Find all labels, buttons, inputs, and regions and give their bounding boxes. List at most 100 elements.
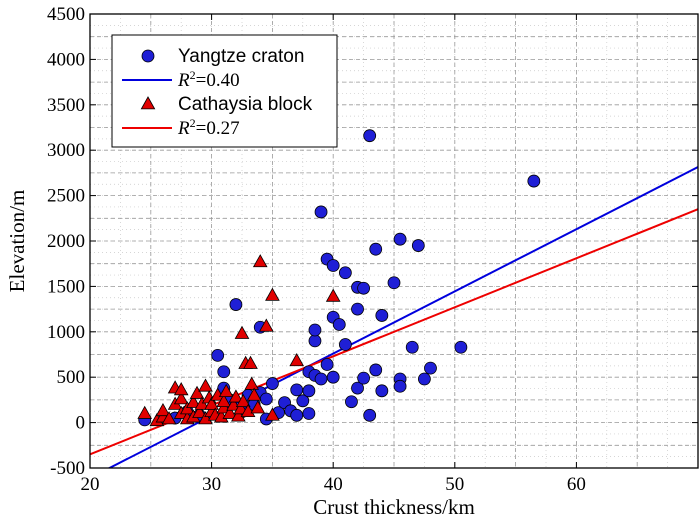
point-cathaysia xyxy=(243,355,258,369)
r-symbol: R xyxy=(177,118,190,139)
x-tick-label: 30 xyxy=(202,474,221,495)
point-cathaysia xyxy=(246,387,262,401)
point-yangtze xyxy=(259,392,273,406)
point-yangtze xyxy=(320,358,334,371)
legend: Yangtze craton R2=0.40 Cathaysia block R… xyxy=(111,34,338,148)
point-cathaysia xyxy=(234,325,250,339)
point-cathaysia xyxy=(250,400,266,414)
x-tick-label: 60 xyxy=(567,474,586,495)
legend-label-cathaysia: Cathaysia block xyxy=(178,94,313,115)
point-cathaysia xyxy=(194,396,210,410)
point-yangtze xyxy=(357,371,371,385)
point-yangtze xyxy=(296,394,310,408)
point-cathaysia xyxy=(198,378,213,392)
y-tick-label: 1000 xyxy=(47,322,85,343)
y-tick-label: -500 xyxy=(50,458,85,479)
legend-marker-triangle xyxy=(140,96,156,110)
point-yangtze xyxy=(375,384,389,398)
point-cathaysia xyxy=(235,393,251,408)
point-cathaysia xyxy=(161,411,177,425)
y-tick-label: 0 xyxy=(76,413,86,434)
point-cathaysia xyxy=(179,401,195,415)
point-yangtze xyxy=(217,365,231,379)
point-yangtze xyxy=(393,379,407,393)
y-tick-label: 3000 xyxy=(47,140,85,161)
point-yangtze xyxy=(302,384,316,398)
point-cathaysia xyxy=(137,405,153,419)
legend-entry-fit-yangtze: R2=0.40 xyxy=(122,68,240,91)
point-yangtze xyxy=(314,205,328,219)
point-yangtze xyxy=(314,372,328,386)
point-yangtze xyxy=(229,298,243,311)
legend-marker-circle xyxy=(141,49,155,63)
legend-entry-cathaysia: Cathaysia block xyxy=(140,94,313,115)
point-yangtze xyxy=(369,363,383,377)
point-cathaysia xyxy=(265,407,280,421)
point-cathaysia xyxy=(231,408,246,422)
r2-value: =0.40 xyxy=(196,70,240,91)
point-cathaysia xyxy=(204,396,219,410)
point-cathaysia xyxy=(216,393,232,408)
x-tick-label: 40 xyxy=(324,474,343,495)
point-yangtze xyxy=(351,302,364,316)
x-tick-label: 50 xyxy=(445,474,464,495)
point-yangtze xyxy=(338,266,352,280)
x-axis-title: Crust thickness/km xyxy=(313,495,475,519)
point-cathaysia xyxy=(228,389,244,403)
point-yangtze xyxy=(417,372,431,386)
axis-ticks xyxy=(89,13,699,469)
r-symbol: R xyxy=(177,70,190,91)
point-yangtze xyxy=(351,381,364,395)
y-tick-label: 500 xyxy=(57,367,86,388)
point-cathaysia xyxy=(252,254,268,268)
point-cathaysia xyxy=(222,405,238,419)
point-yangtze xyxy=(393,232,407,246)
y-tick-label: 4000 xyxy=(47,49,85,70)
point-cathaysia xyxy=(173,391,189,405)
point-yangtze xyxy=(265,377,279,390)
point-cathaysia xyxy=(289,353,305,367)
legend-entry-yangtze: Yangtze craton xyxy=(141,46,304,67)
point-cathaysia xyxy=(155,402,171,417)
point-yangtze xyxy=(527,174,541,188)
point-cathaysia xyxy=(244,376,260,390)
point-yangtze xyxy=(326,259,340,272)
point-yangtze xyxy=(338,338,352,351)
point-yangtze xyxy=(302,407,316,420)
point-yangtze xyxy=(363,129,377,143)
point-cathaysia xyxy=(192,404,207,418)
point-yangtze xyxy=(326,370,340,384)
point-yangtze xyxy=(424,361,437,375)
point-yangtze xyxy=(290,383,304,397)
legend-label-r2-027: R2=0.27 xyxy=(177,116,240,139)
point-cathaysia xyxy=(265,287,280,301)
point-cathaysia xyxy=(173,382,189,396)
point-cathaysia xyxy=(218,383,234,398)
point-yangtze xyxy=(411,239,425,252)
point-cathaysia xyxy=(189,385,205,399)
x-tick-label: 20 xyxy=(81,474,100,495)
point-cathaysia xyxy=(198,411,213,425)
legend-label-yangtze: Yangtze craton xyxy=(178,46,304,67)
legend-label-r2-040: R2=0.40 xyxy=(177,68,240,91)
r2-value: =0.27 xyxy=(196,118,240,139)
point-yangtze xyxy=(308,334,322,348)
point-yangtze xyxy=(290,408,304,422)
tick-labels: 20 30 40 50 60 -500 0 500 1000 1500 2000 2500 3000 35… xyxy=(47,4,586,495)
point-yangtze xyxy=(405,340,419,354)
point-yangtze xyxy=(308,323,322,337)
y-tick-label: 2500 xyxy=(47,186,85,207)
point-yangtze xyxy=(454,340,468,354)
y-tick-label: 1500 xyxy=(47,276,85,297)
point-yangtze xyxy=(369,242,383,256)
point-yangtze xyxy=(345,395,358,409)
point-yangtze xyxy=(211,349,225,362)
data-points xyxy=(137,129,541,427)
y-tick-label: 3500 xyxy=(47,95,85,116)
point-yangtze xyxy=(363,408,377,422)
point-cathaysia xyxy=(325,288,341,302)
point-cathaysia xyxy=(240,403,256,418)
point-yangtze xyxy=(357,281,371,295)
point-cathaysia xyxy=(186,394,201,408)
